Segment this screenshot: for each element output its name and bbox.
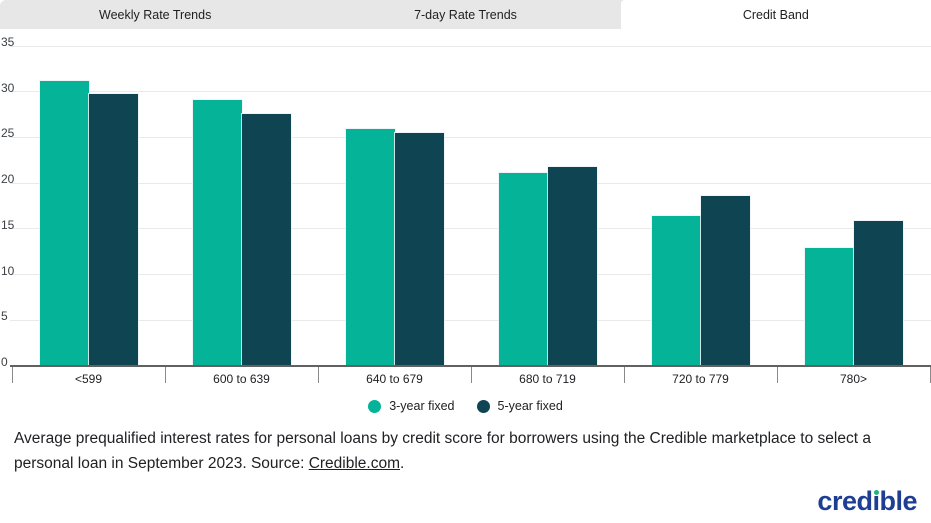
chart-caption: Average prequalified interest rates for … xyxy=(14,426,916,476)
x-axis-label-<599: <599 xyxy=(74,372,103,386)
y-axis-label-20: 20 xyxy=(1,172,15,187)
y-axis-label-0: 0 xyxy=(1,355,8,369)
bar-3-year-fixed-680 to 719[interactable] xyxy=(498,173,548,365)
credible-link[interactable]: Credible.com xyxy=(308,455,401,472)
legend-label-3-year: 3-year fixed xyxy=(389,399,455,413)
x-axis-tick xyxy=(318,367,319,383)
y-axis-label-5: 5 xyxy=(1,309,8,324)
x-axis-label-720 to 779: 720 to 779 xyxy=(672,372,729,386)
x-axis-label-780>: 780> xyxy=(839,372,868,386)
tab-credit-band[interactable]: Credit Band xyxy=(620,0,931,29)
x-axis-tick xyxy=(624,367,625,383)
gridline-10 xyxy=(10,274,931,276)
bar-5-year-fixed-680 to 719[interactable] xyxy=(547,166,597,365)
legend-label-5-year: 5-year fixed xyxy=(497,399,563,413)
tab-7day-rate-trends[interactable]: 7-day Rate Trends xyxy=(414,7,517,22)
gridline-30 xyxy=(10,91,931,93)
gridline-15 xyxy=(10,228,931,230)
y-axis-label-30: 30 xyxy=(1,80,15,95)
legend-dot-5-year-icon xyxy=(476,399,490,413)
bar-5-year-fixed-780>[interactable] xyxy=(853,220,903,365)
bar-3-year-fixed-<599[interactable] xyxy=(39,80,89,365)
x-axis-label-600 to 639: 600 to 639 xyxy=(213,372,270,386)
tab-weekly-rate-trends[interactable]: Weekly Rate Trends xyxy=(99,7,212,22)
x-axis-tick xyxy=(471,367,472,383)
caption-text: Average prequalified interest rates for … xyxy=(14,430,871,472)
legend-dot-3-year-icon xyxy=(368,399,382,413)
x-axis-tick xyxy=(165,367,166,383)
gridline-35 xyxy=(10,45,931,47)
y-axis-label-25: 25 xyxy=(1,126,15,141)
logo-i-dot-icon: ı xyxy=(872,486,880,516)
x-axis-label-680 to 719: 680 to 719 xyxy=(519,372,576,386)
credible-logo: credıble xyxy=(817,486,917,516)
chart-legend: 3-year fixed 5-year fixed xyxy=(0,399,931,413)
x-axis-tick xyxy=(777,367,778,383)
caption-period: . xyxy=(400,455,405,472)
legend-item-5-year-fixed: 5-year fixed xyxy=(476,399,563,413)
y-axis-label-10: 10 xyxy=(1,263,15,278)
y-axis-label-15: 15 xyxy=(1,217,15,232)
x-axis-line xyxy=(10,365,931,367)
bar-5-year-fixed-600 to 639[interactable] xyxy=(241,114,291,365)
legend-item-3-year-fixed: 3-year fixed xyxy=(368,399,455,413)
gridline-20 xyxy=(10,182,931,184)
x-axis-label-640 to 679: 640 to 679 xyxy=(366,372,423,386)
y-axis-label-35: 35 xyxy=(1,35,15,49)
gridline-25 xyxy=(10,136,931,138)
x-axis-tick xyxy=(12,367,13,383)
bar-5-year-fixed-640 to 679[interactable] xyxy=(394,132,444,365)
tab-bar: Weekly Rate Trends 7-day Rate Trends Cre… xyxy=(0,0,931,29)
bar-3-year-fixed-600 to 639[interactable] xyxy=(192,99,242,365)
bar-3-year-fixed-780>[interactable] xyxy=(804,247,854,365)
bar-5-year-fixed-720 to 779[interactable] xyxy=(700,195,750,365)
gridline-5 xyxy=(10,319,931,321)
bar-3-year-fixed-640 to 679[interactable] xyxy=(345,129,395,365)
bar-5-year-fixed-<599[interactable] xyxy=(88,94,138,365)
bar-3-year-fixed-720 to 779[interactable] xyxy=(651,215,701,365)
